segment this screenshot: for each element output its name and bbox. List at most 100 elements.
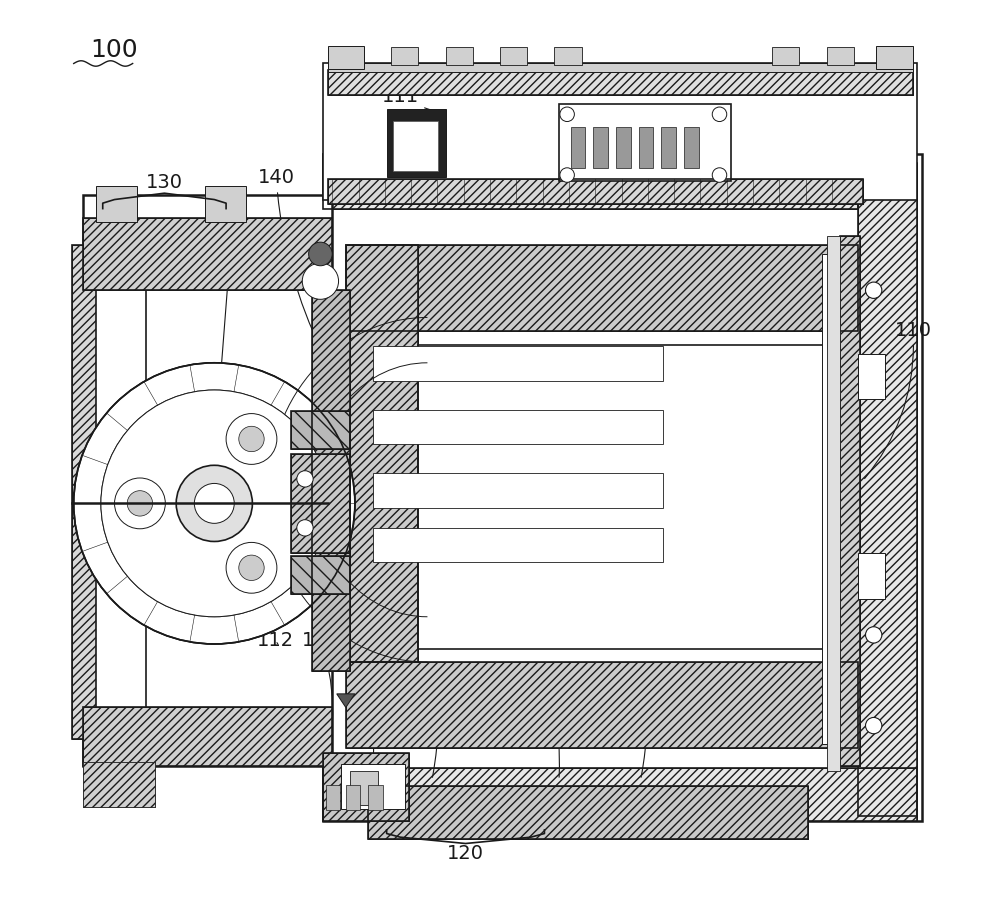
Bar — [393, 121, 438, 171]
Polygon shape — [337, 694, 355, 707]
Bar — [559, 104, 731, 181]
Bar — [346, 245, 418, 662]
Bar — [391, 47, 418, 65]
Bar — [291, 556, 350, 594]
Bar — [840, 236, 860, 766]
Text: 150: 150 — [302, 630, 339, 723]
Circle shape — [101, 390, 328, 617]
Circle shape — [866, 717, 882, 734]
Bar — [323, 768, 917, 821]
Circle shape — [560, 107, 574, 122]
Bar — [323, 753, 409, 821]
Bar — [83, 707, 332, 766]
Bar — [346, 662, 858, 748]
Text: 120: 120 — [447, 844, 484, 863]
Circle shape — [239, 555, 264, 580]
Bar — [83, 218, 332, 290]
Bar — [328, 70, 913, 95]
Bar — [368, 786, 808, 839]
Circle shape — [297, 471, 313, 487]
Bar — [323, 154, 922, 821]
Bar — [446, 47, 473, 65]
Circle shape — [101, 390, 328, 617]
Bar — [639, 127, 653, 168]
Bar — [684, 127, 699, 168]
Circle shape — [712, 168, 727, 182]
Bar — [96, 240, 146, 748]
Bar — [418, 345, 858, 649]
Bar — [346, 662, 858, 748]
Circle shape — [226, 414, 277, 464]
Bar — [387, 109, 446, 177]
Bar — [346, 785, 360, 810]
Circle shape — [712, 107, 727, 122]
Bar — [373, 346, 663, 381]
Bar — [350, 771, 378, 805]
Circle shape — [866, 355, 882, 371]
Bar — [323, 154, 858, 209]
Bar — [83, 707, 332, 766]
Text: 133: 133 — [99, 231, 136, 401]
Bar — [83, 218, 332, 290]
Circle shape — [239, 426, 264, 452]
Text: 111: 111 — [382, 86, 443, 112]
Circle shape — [194, 483, 234, 523]
Text: 125: 125 — [420, 694, 457, 777]
Bar — [373, 473, 663, 508]
Text: 110: 110 — [865, 320, 932, 479]
Bar — [96, 186, 137, 222]
Circle shape — [74, 363, 355, 644]
Text: 140: 140 — [258, 168, 322, 351]
Bar — [661, 127, 676, 168]
Bar — [772, 47, 799, 65]
Bar — [312, 290, 350, 671]
Bar — [373, 528, 663, 562]
Bar — [616, 127, 631, 168]
Bar — [822, 254, 840, 744]
Bar — [291, 556, 350, 594]
Bar — [827, 47, 854, 65]
Bar — [554, 47, 582, 65]
Circle shape — [560, 168, 574, 182]
Bar — [291, 454, 350, 553]
Circle shape — [176, 465, 252, 541]
Circle shape — [74, 363, 355, 644]
Circle shape — [309, 242, 332, 266]
Bar — [346, 245, 418, 662]
Bar — [326, 785, 340, 810]
Bar — [83, 195, 332, 766]
Bar — [291, 454, 350, 553]
Bar — [571, 127, 585, 168]
Bar — [328, 46, 364, 69]
Circle shape — [297, 520, 313, 536]
Bar — [323, 753, 409, 821]
Bar — [840, 236, 860, 766]
Text: 112: 112 — [257, 630, 294, 649]
Text: 101: 101 — [344, 667, 381, 759]
Text: 100: 100 — [90, 38, 138, 62]
Bar — [337, 47, 364, 65]
Bar — [72, 245, 106, 739]
Bar — [593, 127, 608, 168]
Bar — [291, 411, 350, 449]
Bar — [341, 764, 405, 809]
Text: 123: 123 — [629, 698, 666, 777]
Circle shape — [866, 282, 882, 298]
Bar — [876, 46, 913, 69]
Bar — [328, 70, 913, 95]
Circle shape — [115, 478, 165, 529]
Bar — [858, 553, 885, 599]
Bar — [291, 411, 350, 449]
Bar — [328, 179, 863, 204]
Bar — [368, 786, 808, 839]
Bar — [827, 236, 840, 771]
Bar — [72, 245, 106, 739]
Bar — [368, 785, 383, 810]
Bar — [858, 163, 917, 816]
Circle shape — [302, 263, 339, 299]
Text: 121: 121 — [538, 712, 575, 777]
Bar — [83, 762, 155, 807]
Bar — [323, 63, 917, 200]
Circle shape — [866, 627, 882, 643]
Text: 130: 130 — [146, 172, 183, 191]
